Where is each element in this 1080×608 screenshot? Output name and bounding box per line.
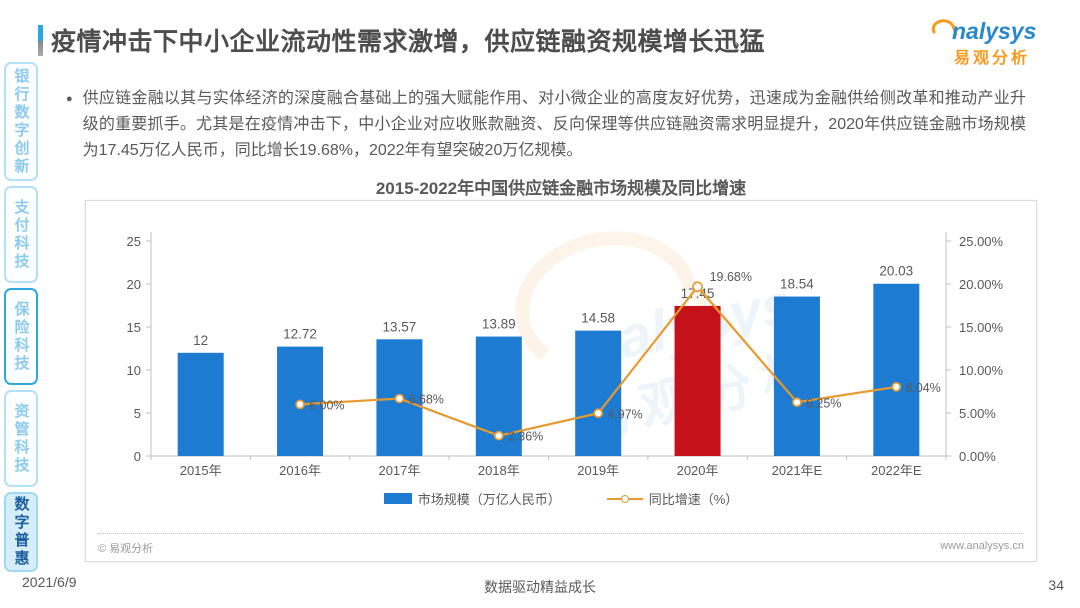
svg-text:2022年E: 2022年E (871, 463, 922, 478)
svg-text:12: 12 (193, 333, 208, 348)
legend-line-swatch-icon (606, 494, 643, 503)
chart-legend: 市场规模（万亿人民币） 同比增速（%） (86, 489, 1036, 508)
analysys-logo: nalysys 易观分析 (928, 12, 1066, 68)
footer-slogan: 数据驱动精益成长 (484, 579, 596, 595)
legend-item-growth-rate: 同比增速（%） (606, 489, 739, 508)
legend-item-market-scale: 市场规模（万亿人民币） (383, 489, 561, 508)
header: 疫情冲击下中小企业流动性需求激增，供应链融资规模增长迅猛 (38, 22, 1038, 58)
svg-text:20.00%: 20.00% (959, 277, 1004, 292)
svg-text:15: 15 (127, 320, 141, 335)
sidebar-item-payment-tech[interactable]: 支付科技 (4, 186, 38, 283)
svg-text:6.25%: 6.25% (806, 396, 841, 410)
bullet-item: ● 供应链金融以其与实体经济的深度融合基础上的强大赋能作用、对小微企业的高度友好… (66, 86, 1026, 164)
svg-text:5.00%: 5.00% (959, 406, 996, 421)
svg-text:2.36%: 2.36% (508, 430, 543, 444)
swirl-logo-icon (928, 12, 958, 43)
page-title: 疫情冲击下中小企业流动性需求激增，供应链融资规模增长迅猛 (51, 28, 766, 56)
svg-text:19.68%: 19.68% (710, 270, 752, 284)
svg-text:2021年E: 2021年E (772, 463, 823, 478)
svg-text:6.00%: 6.00% (309, 398, 344, 412)
brand-text-cn: 易观分析 (954, 50, 1031, 67)
svg-text:18.54: 18.54 (780, 277, 814, 292)
sidebar-item-insurance-tech[interactable]: 保险科技 (4, 288, 38, 385)
svg-text:2017年: 2017年 (378, 463, 420, 478)
svg-text:0.00%: 0.00% (959, 449, 996, 464)
svg-text:20.03: 20.03 (879, 264, 913, 279)
svg-text:6.68%: 6.68% (408, 393, 443, 407)
sidebar-item-label: 资管科技 (12, 402, 30, 475)
sidebar-item-label: 银行数字创新 (12, 67, 30, 176)
svg-text:2020年: 2020年 (677, 463, 719, 478)
chart-card-footer: © 易观分析 www.analysys.cn (98, 533, 1024, 556)
legend-bar-swatch-icon (383, 493, 412, 504)
legend-label: 市场规模（万亿人民币） (417, 492, 561, 507)
brand-text: nalysys (952, 18, 1037, 44)
svg-text:2018年: 2018年 (478, 463, 520, 478)
svg-text:4.97%: 4.97% (607, 407, 642, 421)
chart-copyright: © 易观分析 (98, 543, 154, 555)
svg-text:13.57: 13.57 (383, 319, 417, 334)
svg-text:25: 25 (127, 234, 141, 249)
sidebar: 银行数字创新 支付科技 保险科技 资管科技 数字普惠 (4, 62, 40, 572)
chart-card: nalysys易观分析05101520250.00%5.00%10.00%15.… (85, 200, 1037, 562)
sidebar-item-label: 支付科技 (12, 198, 30, 271)
svg-text:13.89: 13.89 (482, 317, 516, 332)
sidebar-item-digital-inclusion[interactable]: 数字普惠 (4, 492, 38, 572)
sidebar-item-label: 保险科技 (12, 300, 30, 373)
bullet-text: 供应链金融以其与实体经济的深度融合基础上的强大赋能作用、对小微企业的高度友好优势… (82, 90, 1026, 159)
chart-website-link[interactable]: www.analysys.cn (940, 540, 1024, 552)
footer-date: 2021/6/9 (22, 574, 77, 590)
svg-text:2015年: 2015年 (180, 463, 222, 478)
sidebar-item-asset-management-tech[interactable]: 资管科技 (4, 390, 38, 487)
svg-text:25.00%: 25.00% (959, 234, 1004, 249)
bullet-dot-icon: ● (66, 93, 73, 105)
sidebar-item-label: 数字普惠 (12, 496, 30, 568)
market-scale-combo-chart: nalysys易观分析05101520250.00%5.00%10.00%15.… (127, 231, 1004, 478)
svg-text:10: 10 (127, 363, 141, 378)
svg-text:0: 0 (134, 449, 141, 464)
sidebar-item-bank-digital-innovation[interactable]: 银行数字创新 (4, 62, 38, 181)
title-accent-bar (38, 25, 43, 56)
svg-text:2019年: 2019年 (577, 463, 619, 478)
page-number: 34 (1048, 577, 1064, 593)
svg-text:14.58: 14.58 (581, 311, 615, 326)
svg-text:15.00%: 15.00% (959, 320, 1004, 335)
svg-text:8.04%: 8.04% (905, 381, 940, 395)
legend-label: 同比增速（%） (648, 492, 739, 507)
svg-text:12.72: 12.72 (283, 327, 317, 342)
svg-text:20: 20 (127, 277, 141, 292)
svg-text:5: 5 (134, 406, 141, 421)
svg-text:2016年: 2016年 (279, 463, 321, 478)
chart-title: 2015-2022年中国供应链金融市场规模及同比增速 (375, 179, 747, 198)
svg-text:10.00%: 10.00% (959, 363, 1004, 378)
